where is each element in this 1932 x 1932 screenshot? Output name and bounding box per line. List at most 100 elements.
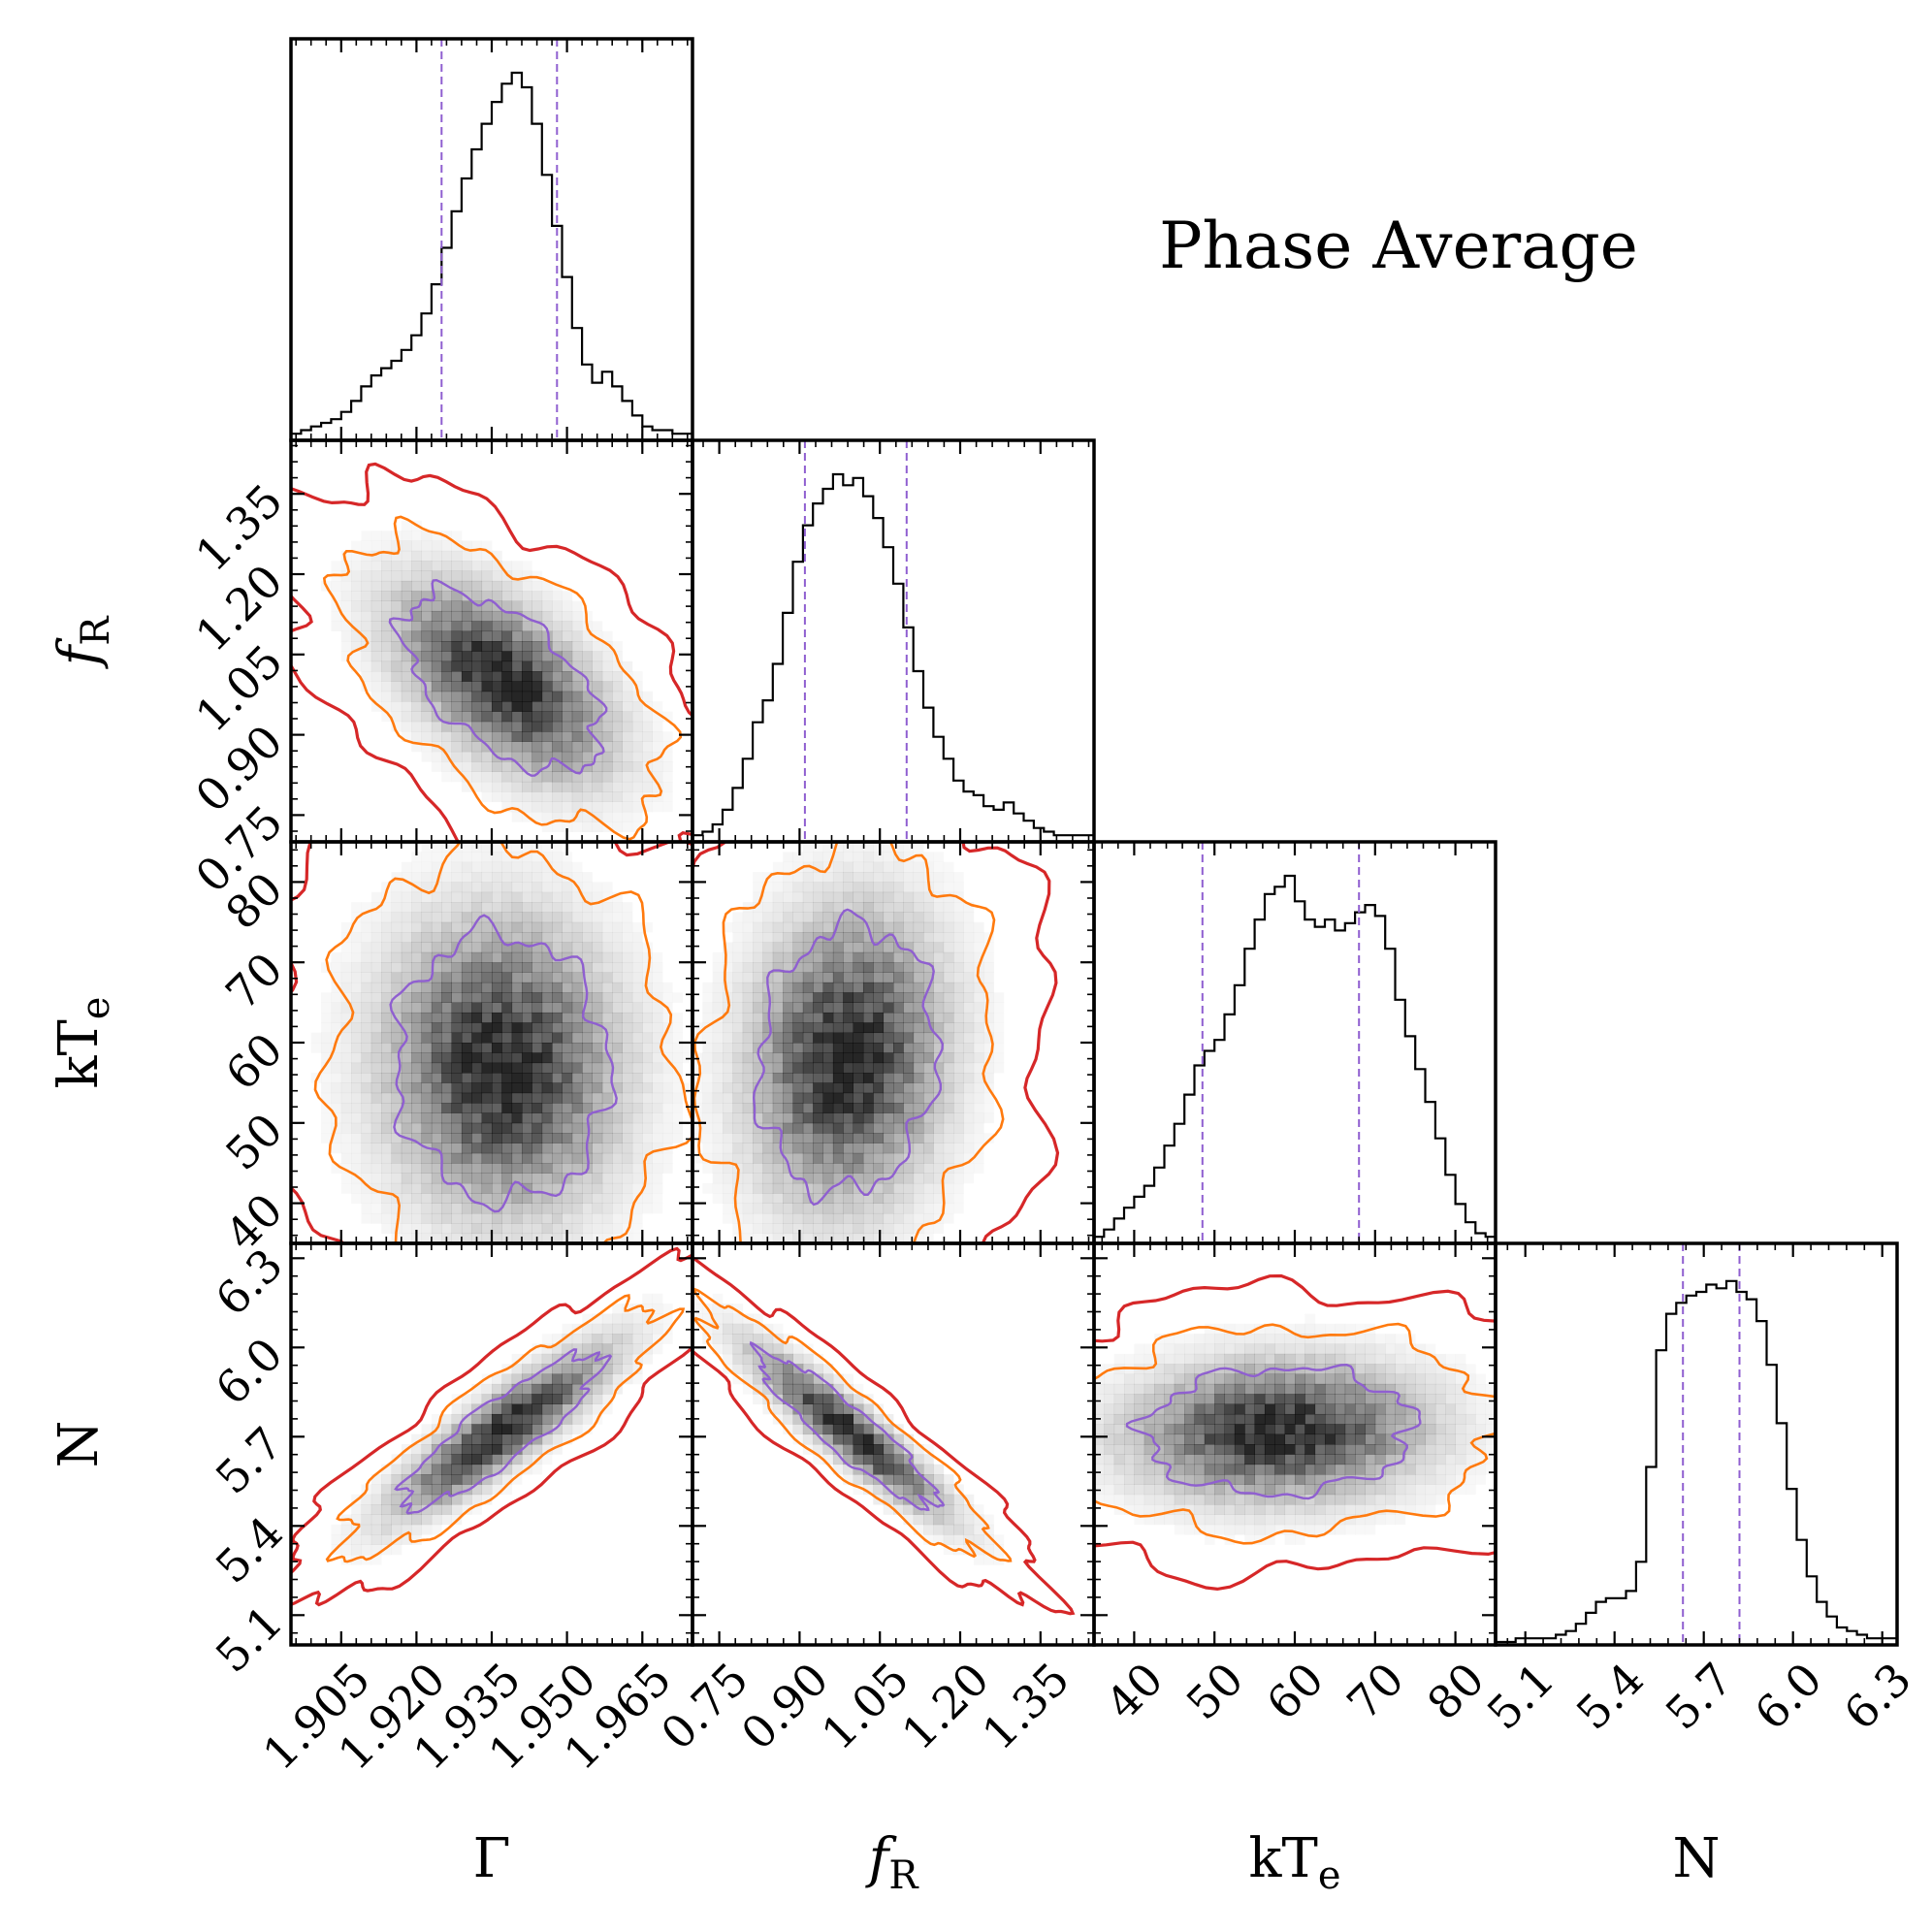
density-cell bbox=[903, 1182, 915, 1194]
density-cell bbox=[552, 1343, 563, 1355]
density-cell bbox=[592, 701, 603, 712]
density-cell bbox=[822, 1052, 834, 1064]
density-cell bbox=[913, 891, 924, 903]
density-cell bbox=[501, 791, 513, 802]
density-cell bbox=[762, 1334, 774, 1344]
density-cell bbox=[441, 1464, 452, 1475]
density-cell bbox=[571, 610, 583, 622]
density-cell bbox=[832, 1002, 844, 1014]
density-cell bbox=[571, 641, 583, 652]
density-cell bbox=[753, 1364, 763, 1374]
density-cell bbox=[883, 1002, 894, 1014]
density-cell bbox=[431, 621, 442, 632]
density-cell bbox=[974, 1163, 984, 1174]
density-cell bbox=[723, 1182, 733, 1194]
density-cell bbox=[361, 1052, 372, 1064]
density-cell bbox=[492, 891, 502, 903]
density-cell bbox=[562, 591, 572, 601]
density-cell bbox=[391, 1212, 402, 1224]
density-cell bbox=[813, 1043, 823, 1053]
density-cell bbox=[552, 1103, 563, 1113]
density-cell bbox=[1174, 1494, 1185, 1505]
density-cell bbox=[742, 1173, 754, 1184]
density-cell bbox=[601, 1233, 613, 1243]
density-cell bbox=[1335, 1324, 1345, 1335]
density-cell bbox=[1143, 1424, 1155, 1435]
density-cell bbox=[471, 852, 483, 863]
density-cell bbox=[481, 1233, 493, 1243]
density-cell bbox=[481, 1143, 493, 1154]
density-cell bbox=[772, 942, 784, 953]
contour-3sigma bbox=[291, 1246, 692, 1607]
density-cell bbox=[1174, 1514, 1185, 1526]
density-cell bbox=[883, 902, 894, 913]
density-cell bbox=[1284, 1494, 1296, 1505]
density-cell bbox=[391, 701, 402, 712]
density-cell bbox=[1204, 1413, 1215, 1425]
density-cell bbox=[753, 1043, 763, 1053]
density-cell bbox=[712, 982, 724, 993]
density-cell bbox=[702, 1183, 713, 1194]
density-cell bbox=[653, 722, 663, 732]
density-cell bbox=[1264, 1424, 1275, 1435]
density-cell bbox=[411, 1092, 422, 1104]
density-cell bbox=[652, 1062, 663, 1074]
density-cell bbox=[1335, 1433, 1346, 1445]
density-cell bbox=[1375, 1514, 1386, 1525]
density-cell bbox=[1113, 1433, 1125, 1445]
density-cell bbox=[642, 1313, 653, 1325]
density-cell bbox=[1345, 1324, 1356, 1335]
density-cell bbox=[622, 1173, 633, 1184]
density-cell bbox=[441, 691, 452, 702]
density-cell bbox=[753, 972, 763, 983]
density-cell bbox=[1335, 1364, 1346, 1374]
density-cell bbox=[883, 1182, 894, 1194]
density-cell bbox=[601, 1182, 613, 1194]
density-cell bbox=[1224, 1474, 1236, 1485]
density-cell bbox=[631, 771, 643, 783]
density-cell bbox=[541, 1062, 553, 1074]
density-cell bbox=[461, 1052, 472, 1064]
density-cell bbox=[411, 1022, 422, 1034]
density-cell bbox=[753, 891, 763, 903]
density-cell bbox=[391, 912, 402, 923]
density-cell bbox=[471, 1173, 483, 1184]
density-cell bbox=[1314, 1394, 1326, 1404]
density-cell bbox=[1194, 1474, 1206, 1485]
density-cell bbox=[411, 982, 422, 993]
density-cell bbox=[1385, 1334, 1396, 1344]
density-cell bbox=[723, 951, 733, 963]
density-cell bbox=[471, 951, 483, 963]
density-cell bbox=[612, 982, 623, 993]
density-cell bbox=[1415, 1403, 1426, 1415]
density-cell bbox=[753, 921, 763, 933]
density-cell bbox=[923, 1122, 934, 1134]
density-cell bbox=[492, 1022, 502, 1034]
density-cell bbox=[601, 1152, 613, 1164]
density-cell bbox=[592, 1323, 603, 1335]
density-cell bbox=[943, 1173, 954, 1184]
density-cell bbox=[973, 1122, 984, 1134]
density-cell bbox=[1395, 1464, 1406, 1475]
density-cell bbox=[422, 852, 433, 862]
density-cell bbox=[973, 1043, 984, 1053]
density-cell bbox=[622, 1182, 633, 1194]
density-cell bbox=[1374, 1474, 1386, 1485]
density-cell bbox=[511, 641, 523, 652]
density-cell bbox=[612, 1082, 623, 1094]
density-cell bbox=[331, 952, 341, 963]
density-cell bbox=[582, 912, 593, 923]
density-cell bbox=[511, 691, 523, 702]
density-cell bbox=[813, 891, 823, 903]
density-cell bbox=[732, 1203, 744, 1214]
density-cell bbox=[742, 1182, 754, 1194]
density-cell bbox=[431, 872, 442, 883]
density-cell bbox=[321, 1123, 332, 1134]
density-cell bbox=[541, 591, 553, 601]
density-cell bbox=[421, 1082, 433, 1094]
density-cell bbox=[862, 1403, 874, 1415]
density-cell bbox=[732, 942, 744, 953]
density-cell bbox=[822, 1182, 834, 1194]
density-cell bbox=[903, 1444, 915, 1455]
density-cell bbox=[792, 921, 804, 933]
